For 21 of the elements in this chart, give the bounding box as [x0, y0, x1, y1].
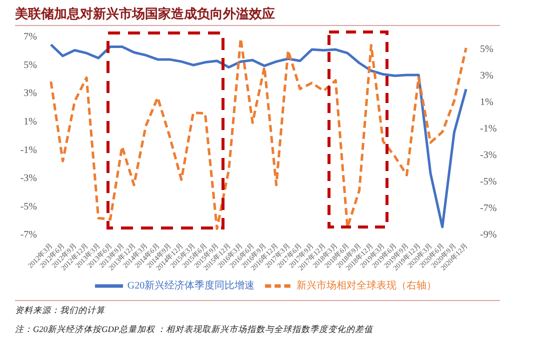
- y-tick-label: -5%: [20, 201, 37, 212]
- legend-label: 新兴市场相对全球表现（右轴）: [296, 280, 437, 292]
- y2-tick-label: -7%: [480, 203, 497, 214]
- y-tick-label: -1%: [20, 144, 37, 156]
- y-tick-label: -3%: [20, 173, 37, 184]
- y2-tick-label: 5%: [480, 44, 494, 56]
- y-tick-label: 7%: [24, 32, 37, 43]
- y-tick-label: 1%: [24, 116, 37, 128]
- y2-tick-label: -3%: [480, 150, 497, 162]
- y-tick-label: 5%: [24, 60, 37, 71]
- y2-tick-label: -1%: [480, 124, 497, 135]
- y2-tick-label: 1%: [480, 97, 494, 108]
- y-tick-label: 3%: [24, 88, 37, 100]
- chart-title: 美联储加息对新兴市场国家造成负向外溢效应: [15, 5, 500, 26]
- y2-tick-label: -5%: [480, 176, 497, 188]
- y2-tick-label: 3%: [480, 70, 494, 82]
- text: 注：G20新兴经济体按GDP总量加权 ：相对表现取新兴市场指数与全球指数季度变化的差值: [15, 324, 374, 336]
- text: 资料来源：我们的计算: [15, 305, 105, 317]
- legend-label: G20新兴经济体季度同比增速: [127, 280, 255, 292]
- y2-tick-label: -9%: [480, 230, 497, 241]
- y-tick-label: -7%: [20, 230, 37, 241]
